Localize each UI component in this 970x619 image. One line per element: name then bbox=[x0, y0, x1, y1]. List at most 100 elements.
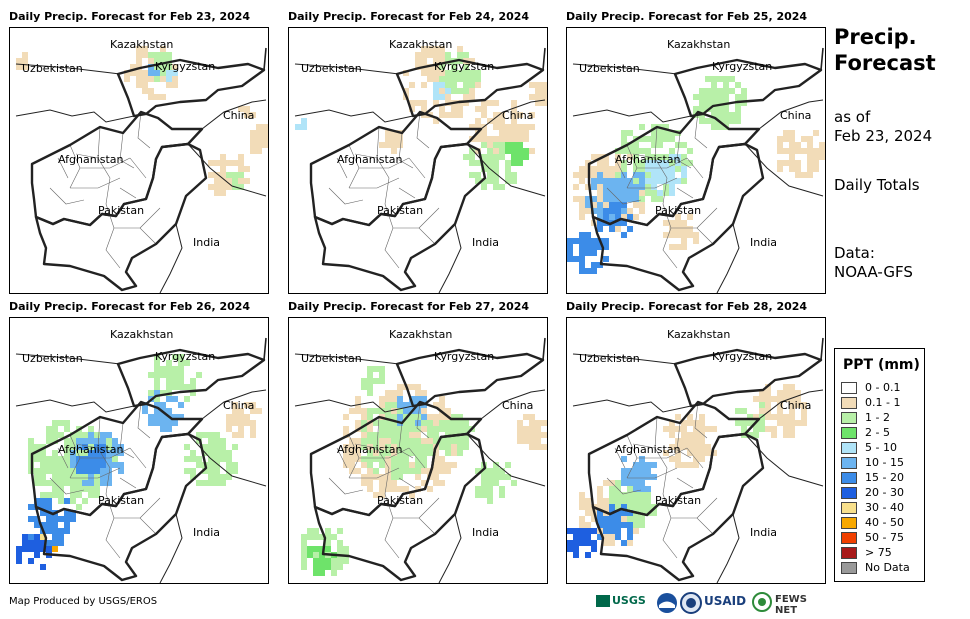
panel-title: Daily Precip. Forecast for Feb 26, 2024 bbox=[9, 300, 251, 313]
country-label-china: China bbox=[223, 109, 254, 122]
country-label-india: India bbox=[750, 526, 777, 539]
country-label-kyrgyzstan: Kyrgyzstan bbox=[155, 60, 215, 73]
country-label-pakistan: Pakistan bbox=[98, 494, 144, 507]
country-label-afghanistan: Afghanistan bbox=[337, 153, 403, 166]
country-label-kazakhstan: Kazakhstan bbox=[389, 328, 452, 341]
precip-legend: PPT (mm) 0 - 0.1 0.1 - 1 1 - 2 2 - 5 5 - 10 1… bbox=[834, 348, 925, 582]
country-label-india: India bbox=[472, 236, 499, 249]
country-label-india: India bbox=[472, 526, 499, 539]
legend-label: No Data bbox=[865, 561, 910, 574]
legend-swatch bbox=[841, 457, 857, 469]
fews-net-logo bbox=[752, 592, 772, 615]
country-label-kyrgyzstan: Kyrgyzstan bbox=[434, 60, 494, 73]
noaa-logo bbox=[656, 592, 678, 617]
fews-net-label: FEWS NET bbox=[775, 594, 807, 616]
data-label: Data: bbox=[834, 244, 875, 262]
totals-text: Daily Totals bbox=[834, 176, 920, 194]
legend-label: 2 - 5 bbox=[865, 426, 890, 439]
legend-swatch bbox=[841, 517, 857, 529]
legend-label: 40 - 50 bbox=[865, 516, 904, 529]
country-label-kyrgyzstan: Kyrgyzstan bbox=[712, 350, 772, 363]
country-label-kyrgyzstan: Kyrgyzstan bbox=[434, 350, 494, 363]
country-label-pakistan: Pakistan bbox=[98, 204, 144, 217]
country-label-uzbekistan: Uzbekistan bbox=[22, 352, 83, 365]
forecast-map: Kazakhstan Uzbekistan Kyrgyzstan China Afgha… bbox=[566, 317, 826, 584]
legend-label: 15 - 20 bbox=[865, 471, 904, 484]
country-label-china: China bbox=[223, 399, 254, 412]
legend-label: 0.1 - 1 bbox=[865, 396, 901, 409]
country-label-kazakhstan: Kazakhstan bbox=[667, 38, 730, 51]
usda-seal-logo bbox=[680, 592, 702, 617]
country-label-kazakhstan: Kazakhstan bbox=[667, 328, 730, 341]
country-label-uzbekistan: Uzbekistan bbox=[22, 62, 83, 75]
country-label-afghanistan: Afghanistan bbox=[337, 443, 403, 456]
legend-swatch bbox=[841, 532, 857, 544]
as-of-date: Feb 23, 2024 bbox=[834, 127, 933, 145]
legend-title: PPT (mm) bbox=[843, 357, 920, 373]
country-label-afghanistan: Afghanistan bbox=[58, 153, 124, 166]
country-label-kyrgyzstan: Kyrgyzstan bbox=[155, 350, 215, 363]
country-label-kazakhstan: Kazakhstan bbox=[110, 328, 173, 341]
country-label-afghanistan: Afghanistan bbox=[615, 153, 681, 166]
legend-label: 0 - 0.1 bbox=[865, 381, 901, 394]
country-label-kyrgyzstan: Kyrgyzstan bbox=[712, 60, 772, 73]
legend-swatch bbox=[841, 502, 857, 514]
legend-label: 1 - 2 bbox=[865, 411, 890, 424]
country-label-india: India bbox=[750, 236, 777, 249]
page-heading: Precip. Forecast bbox=[834, 24, 936, 76]
legend-label: 50 - 75 bbox=[865, 531, 904, 544]
country-label-kazakhstan: Kazakhstan bbox=[110, 38, 173, 51]
forecast-map: Kazakhstan Uzbekistan Kyrgyzstan China Afgha… bbox=[9, 317, 269, 584]
agency-logos: USGS USAID FEWS NET bbox=[596, 592, 826, 616]
legend-swatch bbox=[841, 382, 857, 394]
legend-label: 20 - 30 bbox=[865, 486, 904, 499]
usgs-logo: USGS bbox=[596, 594, 646, 607]
country-label-pakistan: Pakistan bbox=[377, 494, 423, 507]
legend-swatch bbox=[841, 547, 857, 559]
country-label-china: China bbox=[780, 109, 811, 122]
country-label-china: China bbox=[502, 399, 533, 412]
country-label-uzbekistan: Uzbekistan bbox=[301, 62, 362, 75]
forecast-map: Kazakhstan Uzbekistan Kyrgyzstan China Afgha… bbox=[288, 27, 548, 294]
country-label-uzbekistan: Uzbekistan bbox=[579, 62, 640, 75]
usaid-logo: USAID bbox=[704, 594, 747, 608]
country-label-india: India bbox=[193, 236, 220, 249]
country-label-afghanistan: Afghanistan bbox=[58, 443, 124, 456]
legend-swatch bbox=[841, 412, 857, 424]
map-credit: Map Produced by USGS/EROS bbox=[9, 596, 158, 607]
heading-line-1: Precip. bbox=[834, 25, 917, 49]
country-label-pakistan: Pakistan bbox=[377, 204, 423, 217]
legend-label: 10 - 15 bbox=[865, 456, 904, 469]
forecast-map: Kazakhstan Uzbekistan Kyrgyzstan China Afgha… bbox=[566, 27, 826, 294]
legend-swatch bbox=[841, 472, 857, 484]
legend-swatch bbox=[841, 487, 857, 499]
panel-title: Daily Precip. Forecast for Feb 27, 2024 bbox=[288, 300, 530, 313]
country-label-kazakhstan: Kazakhstan bbox=[389, 38, 452, 51]
country-label-uzbekistan: Uzbekistan bbox=[301, 352, 362, 365]
legend-swatch bbox=[841, 427, 857, 439]
legend-label: 30 - 40 bbox=[865, 501, 904, 514]
country-label-china: China bbox=[780, 399, 811, 412]
country-label-india: India bbox=[193, 526, 220, 539]
country-label-pakistan: Pakistan bbox=[655, 204, 701, 217]
panel-title: Daily Precip. Forecast for Feb 24, 2024 bbox=[288, 10, 530, 23]
legend-label: 5 - 10 bbox=[865, 441, 897, 454]
heading-line-2: Forecast bbox=[834, 51, 936, 75]
country-label-pakistan: Pakistan bbox=[655, 494, 701, 507]
data-value: NOAA-GFS bbox=[834, 263, 913, 281]
panel-title: Daily Precip. Forecast for Feb 23, 2024 bbox=[9, 10, 251, 23]
panel-title: Daily Precip. Forecast for Feb 28, 2024 bbox=[566, 300, 808, 313]
country-label-china: China bbox=[502, 109, 533, 122]
legend-label: > 75 bbox=[865, 546, 892, 559]
country-label-uzbekistan: Uzbekistan bbox=[579, 352, 640, 365]
legend-swatch bbox=[841, 562, 857, 574]
as-of-text: as of Feb 23, 2024 bbox=[834, 108, 932, 146]
legend-swatch bbox=[841, 397, 857, 409]
forecast-map: Kazakhstan Uzbekistan Kyrgyzstan China Afgha… bbox=[9, 27, 269, 294]
as-of-label: as of bbox=[834, 108, 871, 126]
country-label-afghanistan: Afghanistan bbox=[615, 443, 681, 456]
forecast-map: Kazakhstan Uzbekistan Kyrgyzstan China Afgha… bbox=[288, 317, 548, 584]
panel-title: Daily Precip. Forecast for Feb 25, 2024 bbox=[566, 10, 808, 23]
legend-swatch bbox=[841, 442, 857, 454]
data-source: Data: NOAA-GFS bbox=[834, 244, 913, 282]
